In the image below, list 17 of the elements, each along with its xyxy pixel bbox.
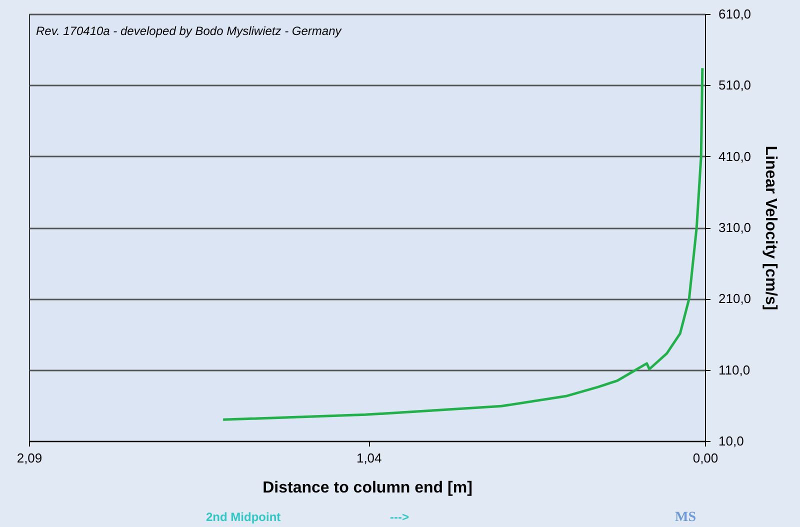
x-tick-label: 0,00 [692,450,718,466]
x-tick-label: 2,09 [16,450,42,466]
annotation: Rev. 170410a - developed by Bodo Mysliwietz - Germany [36,24,342,38]
y-tick-label: 110,0 [718,362,750,378]
y-tick-label: 10,0 [718,434,744,448]
line-series [222,66,704,421]
y-tick-label: 210,0 [718,291,752,306]
x-axis-title: Distance to column end [m] [262,480,472,496]
y-tick-label: 510,0 [718,78,752,93]
text: 2nd Midpoint [206,510,281,524]
text: ---> [390,510,409,524]
y-tick-label: 410,0 [718,148,752,164]
text: MS [675,510,696,526]
y-axis-title: Linear Velocity [cm/s] [762,146,780,310]
y-tick-label: 310,0 [718,220,752,235]
y-tick-label: 610,0 [718,6,752,22]
x-tick-label: 1,04 [356,450,382,466]
